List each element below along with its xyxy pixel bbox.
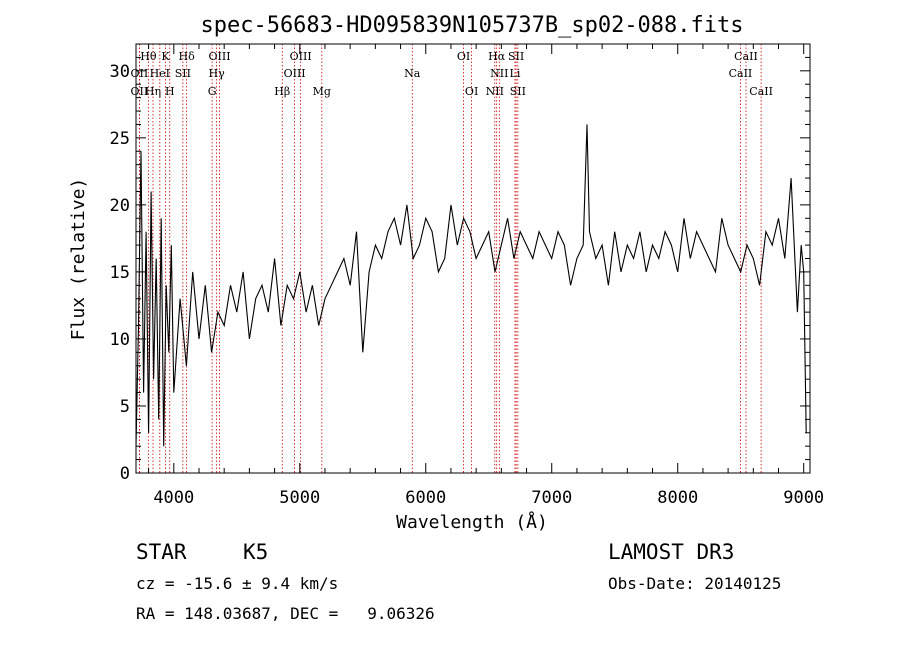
y-tick-label: 0	[120, 464, 130, 484]
spectral-line-label: CaII	[734, 50, 758, 63]
survey-name: LAMOST DR3	[608, 540, 735, 564]
y-axis-ticks: 0 5 10 15 20 25 30	[110, 43, 810, 484]
x-tick-label: 8000	[657, 488, 698, 508]
spectral-line-label: Mg	[313, 85, 331, 98]
spectral-line-markers	[139, 44, 762, 473]
spectral-line-label: HeI	[150, 67, 170, 80]
spectral-line-label: H	[165, 85, 175, 98]
spectral-line-label: Hβ	[274, 85, 290, 98]
x-axis-label: Wavelength (Å)	[396, 511, 548, 533]
spectral-line-label: SII	[508, 50, 524, 63]
x-tick-label: 4000	[153, 488, 194, 508]
observation-date: Obs-Date: 20140125	[608, 574, 782, 593]
spectral-line-label: Li	[510, 67, 521, 80]
spectral-line-label: OIII	[290, 50, 312, 63]
y-tick-label: 30	[110, 62, 130, 82]
chart-title: spec-56683-HD095839N105737B_sp02-088.fit…	[200, 13, 743, 38]
spectral-line-label: NII	[490, 67, 508, 80]
redshift-velocity: cz = -15.6 ± 9.4 km/s	[136, 574, 339, 593]
object-subclass: K5	[243, 540, 269, 564]
spectral-line-label: SII	[175, 67, 191, 80]
spectral-line-label: SII	[510, 85, 526, 98]
spectral-line-label: CaII	[729, 67, 753, 80]
y-axis-label: Flux (relative)	[68, 178, 89, 341]
x-tick-label: 7000	[531, 488, 572, 508]
spectrum-series-line	[135, 124, 807, 447]
spectral-line-label: OI	[457, 50, 470, 63]
x-tick-label: 5000	[279, 488, 320, 508]
spectral-line-label: K	[161, 50, 170, 63]
spectral-line-label: OI	[465, 85, 478, 98]
spectral-line-label: OII	[131, 85, 149, 98]
spectral-line-label: Hθ	[140, 50, 157, 63]
spectral-line-label: CaII	[749, 85, 773, 98]
spectral-line-label: OIII	[208, 50, 230, 63]
spectral-line-label: OII	[131, 67, 149, 80]
y-tick-label: 10	[110, 330, 130, 350]
spectral-line-label: Hα	[488, 50, 506, 63]
x-tick-label: 6000	[405, 488, 446, 508]
object-class: STAR	[136, 540, 187, 564]
spectrum-chart: spec-56683-HD095839N105737B_sp02-088.fit…	[68, 13, 824, 533]
y-tick-label: 5	[120, 397, 130, 417]
sky-coordinates: RA = 148.03687, DEC = 9.06326	[136, 604, 435, 623]
x-axis-ticks: 4000 5000 6000 7000 8000 9000	[148, 44, 824, 508]
spectral-line-label: Hη	[145, 85, 161, 98]
spectral-line-label: OIII	[284, 67, 306, 80]
spectral-line-label: Hδ	[179, 50, 196, 63]
y-tick-label: 15	[110, 263, 130, 283]
y-tick-label: 25	[110, 129, 130, 149]
spectral-line-label: G	[208, 85, 217, 98]
spectral-line-label: Hγ	[209, 67, 226, 80]
spectral-line-label: NII	[486, 85, 504, 98]
y-tick-label: 20	[110, 196, 130, 216]
spectral-line-label: Na	[404, 67, 421, 80]
x-tick-label: 9000	[783, 488, 824, 508]
